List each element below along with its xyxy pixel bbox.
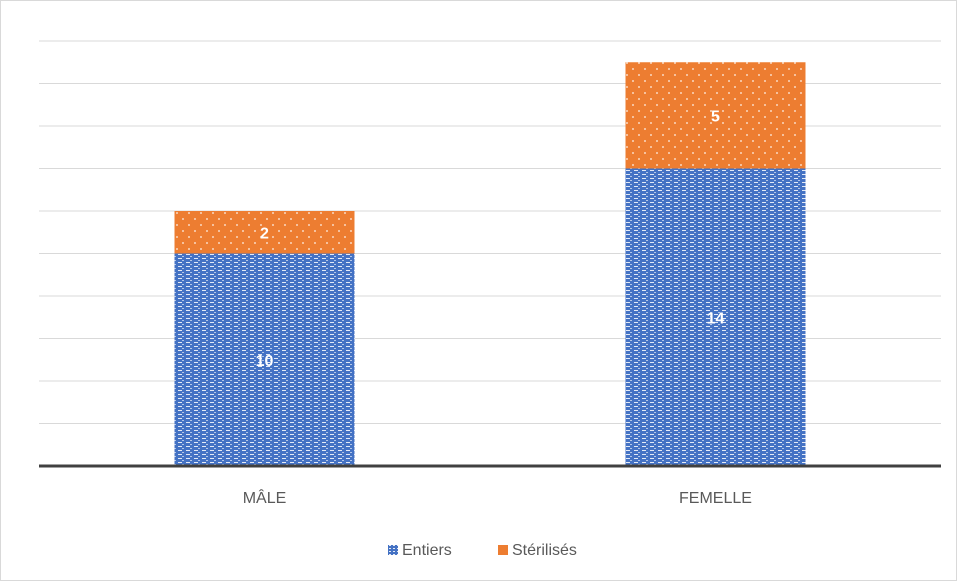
bar-sterilises-male bbox=[174, 211, 355, 254]
bars bbox=[174, 62, 806, 466]
legend-swatch-sterilises bbox=[498, 545, 508, 555]
x-tick-label-male: MÂLE bbox=[243, 488, 287, 507]
legend-label-sterilises: Stérilisés bbox=[512, 542, 577, 559]
legend-swatch-entiers bbox=[388, 545, 398, 555]
data-labels: 10 2 14 5 bbox=[256, 108, 725, 369]
data-label-sterilises-femelle: 5 bbox=[711, 108, 720, 125]
legend: Entiers Stérilisés bbox=[388, 542, 577, 559]
bar-entiers-male bbox=[174, 253, 355, 466]
data-label-entiers-male: 10 bbox=[256, 353, 274, 370]
gridlines bbox=[39, 40, 941, 424]
bar-entiers-femelle bbox=[625, 168, 806, 466]
data-label-entiers-femelle: 14 bbox=[707, 310, 725, 327]
bar-sterilises-femelle bbox=[625, 62, 806, 169]
legend-label-entiers: Entiers bbox=[402, 542, 452, 559]
x-tick-label-femelle: FEMELLE bbox=[679, 490, 752, 507]
data-label-sterilises-male: 2 bbox=[260, 225, 269, 242]
x-axis: MÂLE FEMELLE bbox=[39, 464, 941, 507]
